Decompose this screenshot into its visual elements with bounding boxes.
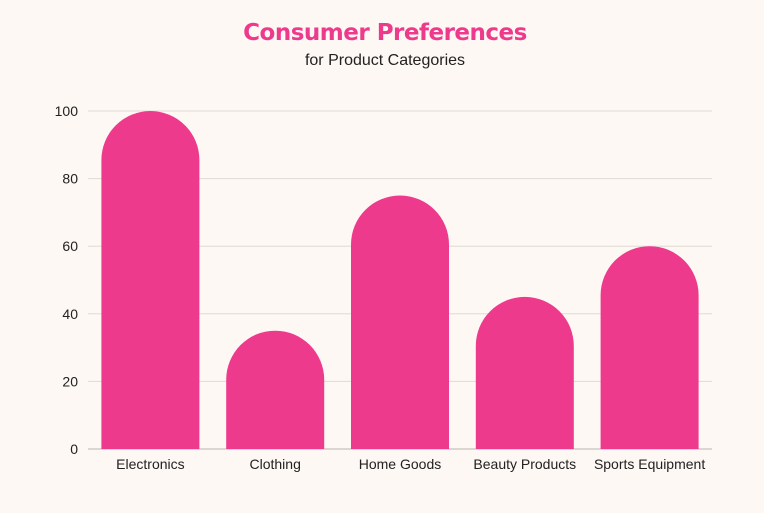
x-tick-label: Sports Equipment	[594, 456, 705, 472]
bar-beauty-products	[475, 296, 574, 449]
y-tick-label: 80	[62, 171, 78, 187]
bar-clothing	[226, 330, 325, 449]
bar-electronics	[101, 111, 200, 449]
y-tick-label: 40	[62, 306, 78, 322]
bar-sports-equipment	[600, 246, 699, 449]
bar-home-goods	[351, 195, 449, 449]
y-tick-label: 20	[62, 373, 78, 389]
x-tick-label: Home Goods	[359, 456, 441, 472]
y-tick-label: 60	[62, 238, 78, 254]
y-tick-label: 0	[70, 441, 78, 457]
y-tick-label: 100	[55, 103, 79, 119]
chart-subtitle: for Product Categories	[304, 52, 466, 69]
x-tick-label: Beauty Products	[473, 456, 576, 472]
x-tick-label: Electronics	[116, 456, 184, 472]
x-tick-label: Clothing	[250, 456, 301, 472]
chart-title: Consumer Preferences	[243, 20, 527, 46]
